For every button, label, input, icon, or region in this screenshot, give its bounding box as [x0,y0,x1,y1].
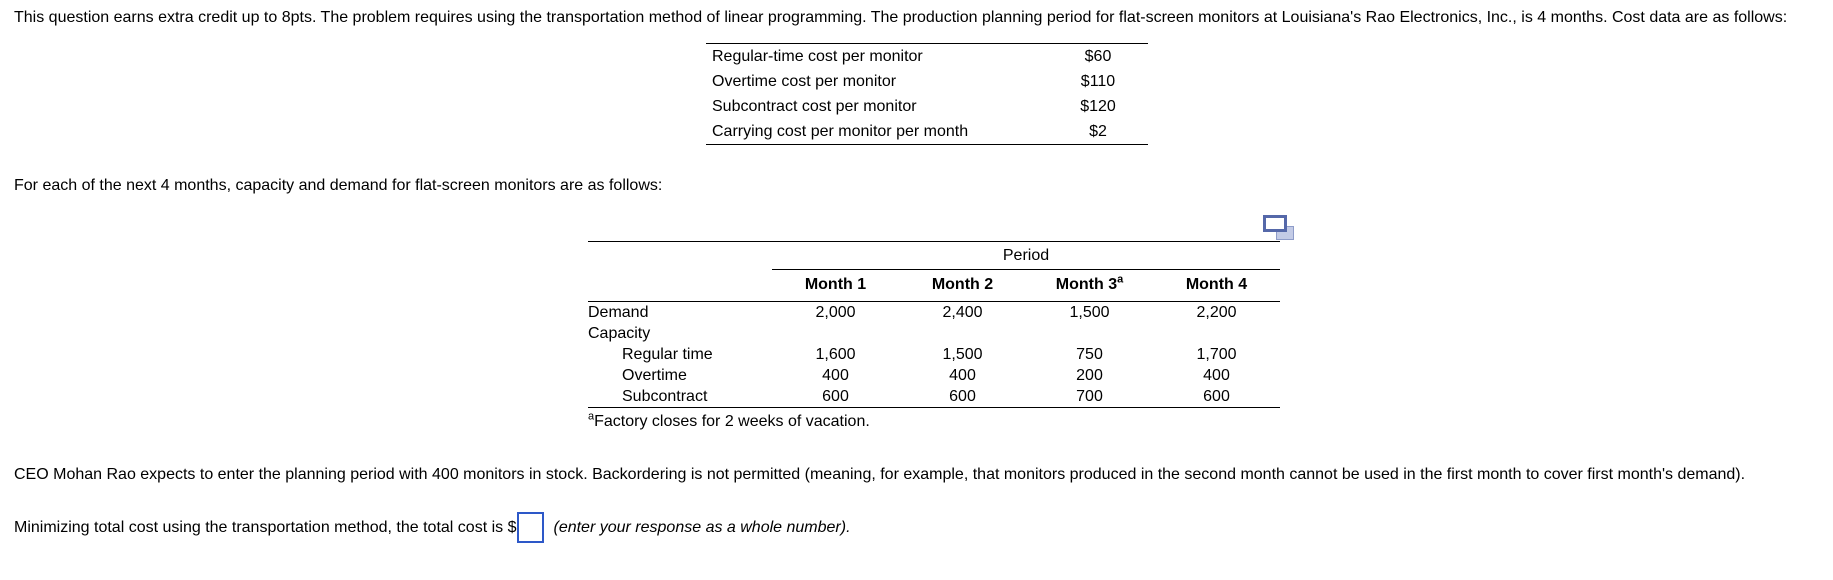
answer-line: Minimizing total cost using the transpor… [14,512,1819,543]
table-row-demand: Demand 2,000 2,400 1,500 2,200 [588,302,1280,324]
capacity-intro-text: For each of the next 4 months, capacity … [14,177,663,194]
popout-table-icon[interactable] [1263,215,1294,240]
row-label: Capacity [588,325,651,342]
total-cost-input[interactable] [517,512,545,543]
table-header-row: Month 1 Month 2 Month 3a Month 4 [588,269,1280,302]
cost-row-label: Overtime cost per monitor [712,73,897,90]
stock-paragraph-text: CEO Mohan Rao expects to enter the plann… [14,466,1746,483]
row-label: Overtime [622,367,687,384]
table-cell [772,323,899,344]
table-cell: 600 [1203,388,1230,405]
footnote-text: Factory closes for 2 weeks of vacation. [594,413,870,430]
table-cell: 200 [1076,367,1103,384]
question-intro-text: This question earns extra credit up to 8… [14,9,1788,26]
row-label: Demand [588,304,649,321]
cost-row-label: Carrying cost per monitor per month [712,123,969,140]
table-row: Carrying cost per monitor per month $2 [706,119,1148,145]
table-row: Regular-time cost per monitor $60 [706,44,1148,70]
table-cell [899,323,1026,344]
table-row: Subcontract cost per monitor $120 [706,94,1148,119]
table-cell: 2,400 [942,304,983,321]
cost-row-value: $2 [1089,123,1107,140]
column-header-month-1: Month 1 [772,269,899,302]
period-group-header: Period [772,241,1280,270]
table-cell: 600 [822,388,849,405]
cost-data-table: Regular-time cost per monitor $60 Overti… [706,43,1148,145]
row-label: Regular time [622,346,713,363]
row-label: Subcontract [622,388,708,405]
column-header-month-3: Month 3a [1026,269,1153,302]
table-cell [1026,323,1153,344]
cost-row-label: Regular-time cost per monitor [712,48,923,65]
table-cell: 400 [949,367,976,384]
table-cell [1153,323,1280,344]
cost-row-label: Subcontract cost per monitor [712,98,917,115]
table-cell: 700 [1076,388,1103,405]
table-cell: 2,000 [815,304,856,321]
table-row-capacity: Capacity [588,323,1280,344]
answer-prompt-text: Minimizing total cost using the transpor… [14,518,517,536]
column-header-month-4: Month 4 [1153,269,1280,302]
table-cell: 1,700 [1196,346,1237,363]
capacity-demand-table-container: Period Month 1 Month 2 Month 3a Month 4 … [588,215,1294,434]
empty-cell [588,242,772,270]
table-row-regular-time: Regular time 1,600 1,500 750 1,700 [588,344,1280,365]
column-header-month-2: Month 2 [899,269,1026,302]
cost-row-value: $110 [1080,73,1116,90]
table-row: Overtime cost per monitor $110 [706,69,1148,94]
table-row-overtime: Overtime 400 400 200 400 [588,365,1280,386]
cost-row-value: $60 [1084,48,1112,65]
table-cell: 400 [1203,367,1230,384]
table-cell: 1,500 [1069,304,1110,321]
footnote-marker-superscript: a [1117,273,1124,286]
table-cell: 1,500 [942,346,983,363]
answer-hint-text: (enter your response as a whole number). [553,518,851,536]
cost-row-value: $120 [1080,98,1116,115]
popout-icon-front-rect [1263,215,1287,232]
table-cell: 750 [1076,346,1103,363]
table-cell: 1,600 [815,346,856,363]
empty-cell [588,269,772,302]
table-cell: 600 [949,388,976,405]
capacity-demand-table: Period Month 1 Month 2 Month 3a Month 4 … [588,241,1280,408]
table-row-subcontract: Subcontract 600 600 700 600 [588,386,1280,408]
footnote-marker: a [588,410,595,423]
table-cell: 2,200 [1196,304,1237,321]
table-footnote: aFactory closes for 2 weeks of vacation. [588,410,1280,434]
table-cell: 400 [822,367,849,384]
column-header-month-3-label: Month 3 [1055,276,1118,293]
table-group-header-row: Period [588,241,1280,270]
